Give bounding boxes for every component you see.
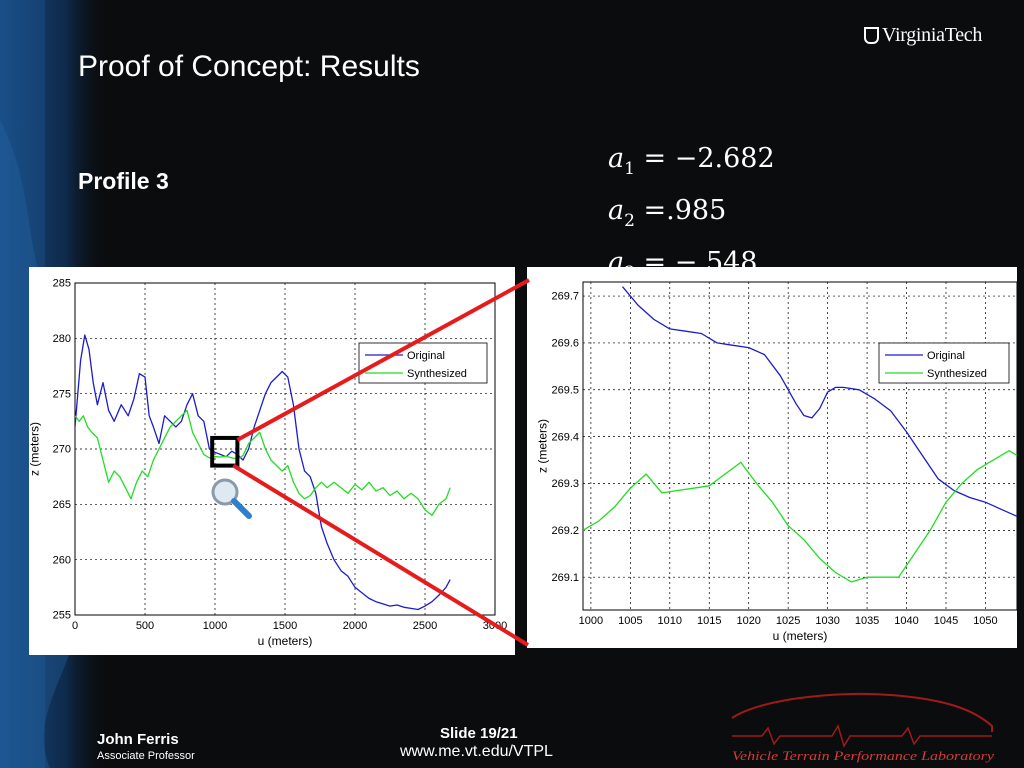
y-tick-label: 280 — [53, 333, 71, 345]
x-tick-label: 2000 — [343, 620, 367, 632]
vtpl-lab-logo: Vehicle Terrain Performance Laboratory — [731, 693, 994, 763]
plot-area — [582, 281, 1017, 611]
x-tick-label: 1000 — [579, 615, 603, 627]
x-tick-label: 1015 — [697, 615, 721, 627]
x-tick-label: 500 — [136, 620, 154, 632]
x-axis-label: u (meters) — [258, 634, 313, 648]
legend-label-original: Original — [407, 350, 445, 362]
x-tick-label: 2500 — [413, 620, 437, 632]
x-tick-label: 1000 — [203, 620, 227, 632]
y-tick-label: 269.5 — [551, 384, 579, 396]
y-axis-label: z (meters) — [29, 422, 42, 476]
zoom-box — [210, 435, 240, 468]
y-tick-label: 269.7 — [551, 291, 579, 303]
equation-a1: a1 = −2.682 — [608, 143, 775, 179]
x-tick-label: 1040 — [894, 615, 918, 627]
logo-text: VirginiaTech — [882, 24, 983, 46]
y-tick-label: 270 — [53, 444, 71, 456]
legend-box — [878, 342, 1010, 384]
series-line-original — [622, 286, 1017, 517]
lab-url: www.me.vt.edu/VTPL — [400, 743, 553, 760]
x-tick-label: 1025 — [776, 615, 800, 627]
shield-icon — [864, 27, 879, 44]
y-tick-label: 269.3 — [551, 478, 579, 490]
y-tick-label: 269.4 — [551, 431, 579, 443]
author-title: Associate Professor — [97, 750, 195, 762]
x-tick-label: 1020 — [736, 615, 760, 627]
profile-label: Profile 3 — [78, 168, 169, 194]
x-tick-label: 1500 — [273, 620, 297, 632]
x-tick-label: 3000 — [483, 620, 507, 632]
y-tick-label: 275 — [53, 388, 71, 400]
virginia-tech-logo: VirginiaTech — [864, 24, 982, 47]
legend-label-synthesized: Synthesized — [927, 368, 987, 380]
y-tick-label: 285 — [53, 278, 71, 290]
y-tick-label: 265 — [53, 499, 71, 511]
series-line-synthesized — [583, 450, 1017, 583]
profile-chart-full: 0 500 1000 1500 2000 2500 3000 255 260 265 270 275 2… — [29, 267, 515, 655]
slide-number: Slide 19/21 — [440, 725, 518, 742]
legend-label-synthesized: Synthesized — [407, 368, 467, 380]
x-tick-label: 1030 — [815, 615, 839, 627]
slide-title: Proof of Concept: Results — [78, 50, 420, 83]
x-tick-label: 0 — [72, 620, 78, 632]
y-tick-label: 269.6 — [551, 338, 579, 350]
x-tick-label: 1010 — [658, 615, 682, 627]
x-axis-label: u (meters) — [773, 629, 828, 643]
legend: Original Synthesized — [358, 342, 488, 384]
ekg-line-icon — [732, 724, 992, 748]
y-tick-label: 260 — [53, 554, 71, 566]
y-tick-label: 269.1 — [551, 572, 579, 584]
legend-label-original: Original — [927, 350, 965, 362]
y-tick-label: 255 — [53, 610, 71, 622]
car-outline-icon — [731, 693, 993, 732]
y-tick-label: 269.2 — [551, 525, 579, 537]
x-tick-label: 1045 — [934, 615, 958, 627]
lab-name: Vehicle Terrain Performance Laboratory — [732, 748, 994, 763]
legend: Original Synthesized — [878, 342, 1010, 384]
author-name: John Ferris — [97, 731, 179, 748]
x-tick-label: 1005 — [618, 615, 642, 627]
x-tick-label: 1035 — [855, 615, 879, 627]
equation-a2: a2 =.985 — [608, 195, 727, 231]
y-axis-label: z (meters) — [536, 419, 550, 473]
profile-chart-zoomed: 1000 1005 1010 1015 1020 1025 1030 1035 1040 1045… — [527, 267, 1017, 648]
x-tick-label: 1050 — [973, 615, 997, 627]
